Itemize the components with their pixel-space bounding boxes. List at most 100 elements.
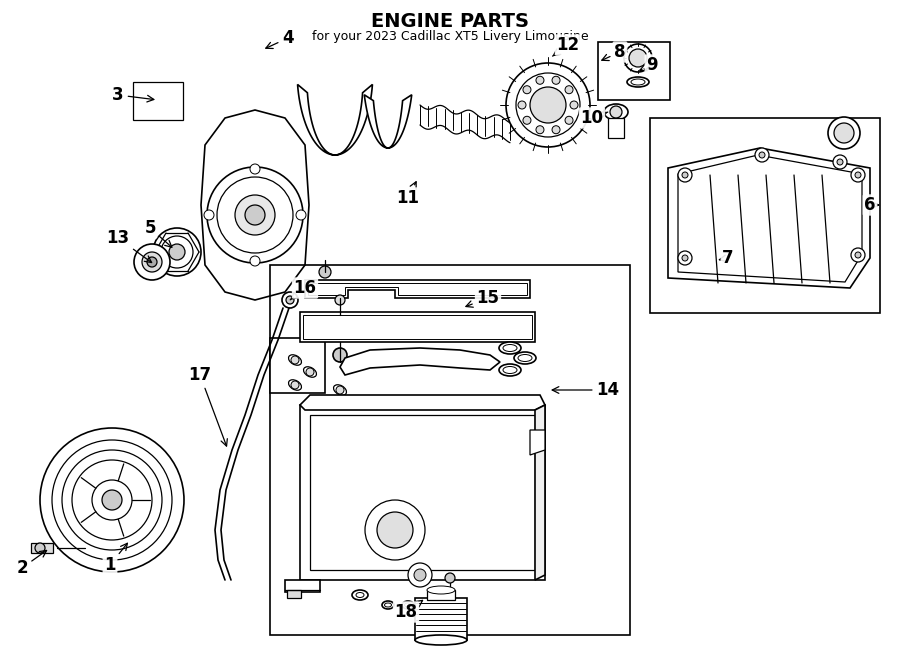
Polygon shape [530, 430, 545, 455]
Polygon shape [298, 85, 373, 155]
Circle shape [142, 252, 162, 272]
Circle shape [250, 256, 260, 266]
Circle shape [833, 155, 847, 169]
Circle shape [169, 244, 185, 260]
Circle shape [319, 266, 331, 278]
Bar [650, 118, 880, 313]
Ellipse shape [631, 79, 645, 85]
Text: 3: 3 [112, 86, 154, 104]
Bar [285, 580, 320, 592]
Bar [310, 415, 535, 570]
Circle shape [408, 563, 432, 587]
Circle shape [52, 440, 172, 560]
Circle shape [296, 210, 306, 220]
Text: 11: 11 [397, 182, 419, 207]
Circle shape [530, 87, 566, 123]
Circle shape [306, 368, 314, 376]
Polygon shape [678, 155, 862, 282]
Ellipse shape [445, 627, 455, 633]
Bar [270, 338, 325, 393]
Bar [287, 590, 301, 598]
Circle shape [624, 44, 652, 72]
Ellipse shape [352, 590, 368, 600]
Ellipse shape [402, 601, 414, 609]
Polygon shape [300, 395, 545, 410]
Circle shape [445, 573, 455, 583]
Ellipse shape [503, 344, 517, 352]
Circle shape [92, 480, 132, 520]
Ellipse shape [289, 380, 302, 390]
Polygon shape [535, 405, 545, 580]
Polygon shape [308, 283, 527, 295]
Circle shape [629, 49, 647, 67]
Ellipse shape [427, 586, 455, 594]
Polygon shape [305, 280, 530, 298]
Text: 10: 10 [580, 109, 608, 127]
Circle shape [523, 86, 531, 94]
Bar [300, 405, 545, 580]
Ellipse shape [356, 592, 364, 598]
Ellipse shape [503, 366, 517, 373]
Polygon shape [668, 148, 870, 288]
Circle shape [523, 116, 531, 124]
Circle shape [536, 126, 544, 134]
Text: ENGINE PARTS: ENGINE PARTS [371, 12, 529, 31]
Circle shape [250, 164, 260, 174]
Circle shape [506, 63, 590, 147]
Ellipse shape [334, 385, 346, 395]
Text: 12: 12 [553, 36, 580, 56]
Circle shape [565, 116, 573, 124]
Circle shape [682, 255, 688, 261]
Text: 13: 13 [106, 229, 151, 262]
Bar [415, 598, 467, 640]
Circle shape [134, 244, 170, 280]
Polygon shape [364, 95, 411, 148]
Ellipse shape [404, 603, 411, 607]
Polygon shape [201, 110, 309, 300]
Ellipse shape [499, 364, 521, 376]
Ellipse shape [382, 601, 394, 609]
Circle shape [570, 101, 578, 109]
Ellipse shape [514, 352, 536, 364]
Bar [427, 590, 455, 600]
Polygon shape [300, 312, 535, 342]
Circle shape [678, 168, 692, 182]
Text: 18: 18 [394, 600, 423, 621]
Ellipse shape [303, 367, 317, 377]
Circle shape [335, 295, 345, 305]
Ellipse shape [499, 342, 521, 354]
Circle shape [40, 428, 184, 572]
Circle shape [755, 148, 769, 162]
Circle shape [333, 348, 347, 362]
Circle shape [291, 381, 299, 389]
Text: 16: 16 [290, 279, 317, 300]
Circle shape [834, 123, 854, 143]
Circle shape [153, 228, 201, 276]
Text: 14: 14 [553, 381, 619, 399]
Circle shape [678, 251, 692, 265]
Circle shape [855, 172, 861, 178]
Bar [270, 265, 630, 635]
Circle shape [855, 252, 861, 258]
Circle shape [286, 296, 294, 304]
Circle shape [282, 292, 298, 308]
Ellipse shape [289, 355, 302, 366]
Circle shape [759, 152, 765, 158]
Circle shape [235, 195, 275, 235]
Circle shape [828, 117, 860, 149]
Ellipse shape [604, 104, 628, 120]
Text: 1: 1 [104, 543, 128, 574]
Circle shape [516, 73, 580, 137]
Text: for your 2023 Cadillac XT5 Livery Limousine: for your 2023 Cadillac XT5 Livery Limous… [311, 30, 589, 43]
Circle shape [62, 450, 162, 550]
Circle shape [147, 257, 157, 267]
Circle shape [837, 159, 843, 165]
Ellipse shape [384, 603, 392, 607]
Circle shape [245, 205, 265, 225]
Circle shape [217, 177, 293, 253]
Polygon shape [303, 315, 532, 339]
Circle shape [552, 76, 560, 84]
Circle shape [682, 172, 688, 178]
Circle shape [35, 543, 45, 553]
Circle shape [336, 386, 344, 394]
